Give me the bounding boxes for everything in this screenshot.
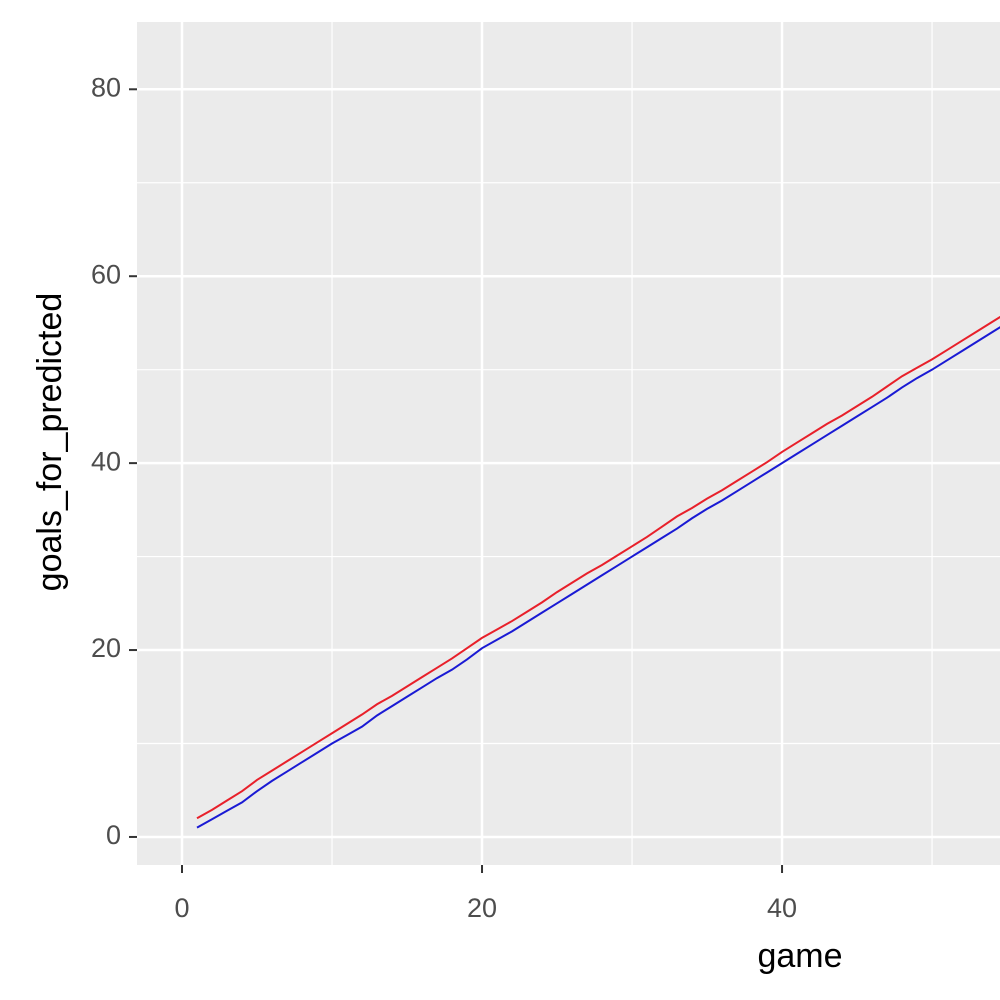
- series-line: [196, 326, 1000, 829]
- y-tick-label: 20: [91, 633, 121, 663]
- y-tick-label: 0: [106, 820, 121, 850]
- y-tick-label: 60: [91, 259, 121, 289]
- panel: [137, 22, 1000, 865]
- series-line: [196, 315, 1000, 820]
- axes: 0 20 40 0 20 40 60 80: [91, 72, 797, 923]
- x-tick-label: 20: [467, 893, 497, 923]
- lines: [196, 315, 1000, 829]
- y-axis-title: goals_for_predicted: [31, 293, 69, 592]
- x-axis-title: game: [757, 937, 842, 975]
- y-tick-label: 40: [91, 446, 121, 476]
- x-tick-label: 40: [767, 893, 797, 923]
- y-tick-label: 80: [91, 72, 121, 102]
- grid: [137, 22, 1000, 865]
- x-tick-label: 0: [174, 893, 189, 923]
